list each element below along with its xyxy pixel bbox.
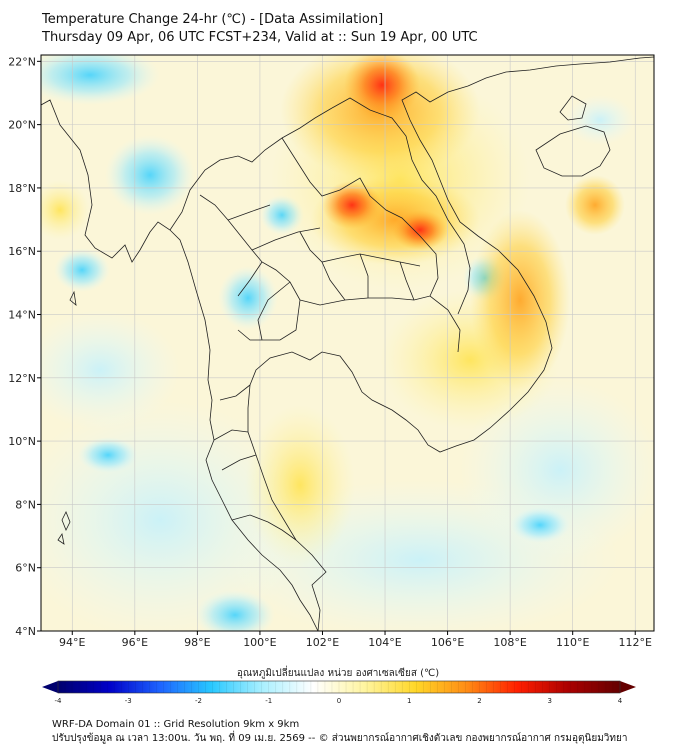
colorbar-tick-label: 3	[548, 697, 552, 705]
colorbar: -4 -3 -2 -1 0 1 2 3 4	[42, 680, 636, 705]
lon-tick-label: 102°E	[306, 636, 339, 649]
colorbar-tick-label: -2	[195, 697, 202, 705]
lon-tick-label: 106°E	[431, 636, 464, 649]
lon-tick-label: 96°E	[122, 636, 148, 649]
lon-tick-label: 94°E	[59, 636, 85, 649]
coastline-gulf	[247, 56, 654, 631]
colorbar-tick-label: -1	[265, 697, 272, 705]
colorbar-tick-label: 1	[407, 697, 411, 705]
lat-tick-label: 10°N	[8, 435, 36, 448]
colorbar-tick-label: -4	[55, 697, 63, 705]
thai-provinces	[199, 194, 421, 471]
colorbar-tick-label: -3	[125, 697, 132, 705]
border-malaysia	[231, 514, 297, 541]
coastline-west	[41, 99, 319, 631]
border-myanmar-thailand	[169, 107, 333, 231]
footer-model-info: WRF-DA Domain 01 :: Grid Resolution 9km …	[52, 719, 300, 730]
lat-tick-label: 12°N	[8, 372, 36, 385]
graticule	[41, 55, 654, 632]
lon-tick-label: 104°E	[368, 636, 401, 649]
map-subtitle: Thursday 09 Apr, 06 UTC FCST+234, Valid …	[42, 30, 478, 45]
temperature-field	[41, 55, 654, 631]
lat-tick-label: 14°N	[8, 309, 36, 322]
hainan-island	[535, 125, 611, 177]
lat-tick-label: 16°N	[8, 245, 36, 258]
lat-tick-label: 20°N	[8, 119, 36, 132]
lat-tick-label: 18°N	[8, 182, 36, 195]
lat-tick-label: 22°N	[8, 55, 36, 68]
colorbar-tick-label: 4	[618, 697, 623, 705]
colorbar-label: อุณหภูมิเปลี่ยนแปลง หน่วย องศาเซลเซียส (…	[236, 668, 440, 679]
map-title: Temperature Change 24-hr (℃) - [Data Ass…	[42, 12, 384, 27]
border-laos-vietnam	[331, 97, 471, 315]
lon-tick-label: 110°E	[556, 636, 589, 649]
colorbar-tick-label: 0	[337, 697, 341, 705]
coastlines-and-borders	[41, 56, 654, 631]
footer-credit: ปรับปรุงข้อมูล ณ เวลา 13:00น. วัน พฤ. ที…	[52, 733, 628, 744]
lon-tick-label: 108°E	[493, 636, 526, 649]
colorbar-max-arrow	[620, 681, 636, 693]
longitude-ticks: 94°E 96°E 98°E 100°E 102°E 104°E 106°E 108°E 110…	[59, 631, 652, 649]
colorbar-gradient	[58, 681, 620, 693]
lon-tick-label: 100°E	[243, 636, 276, 649]
border-thailand-cambodia	[299, 295, 461, 353]
border-thailand-laos	[281, 137, 439, 297]
latitude-ticks: 22°N 20°N 18°N 16°N 14°N 12°N 10°N 8°N 6°N 4°N	[8, 55, 41, 638]
lon-tick-label: 112°E	[619, 636, 652, 649]
lat-tick-label: 4°N	[15, 625, 36, 638]
colorbar-min-arrow	[42, 681, 58, 693]
lat-tick-label: 8°N	[15, 498, 36, 511]
plot-frame	[40, 54, 655, 632]
lat-tick-label: 6°N	[15, 562, 36, 575]
colorbar-tick-label: 2	[477, 697, 481, 705]
lon-tick-label: 98°E	[184, 636, 210, 649]
